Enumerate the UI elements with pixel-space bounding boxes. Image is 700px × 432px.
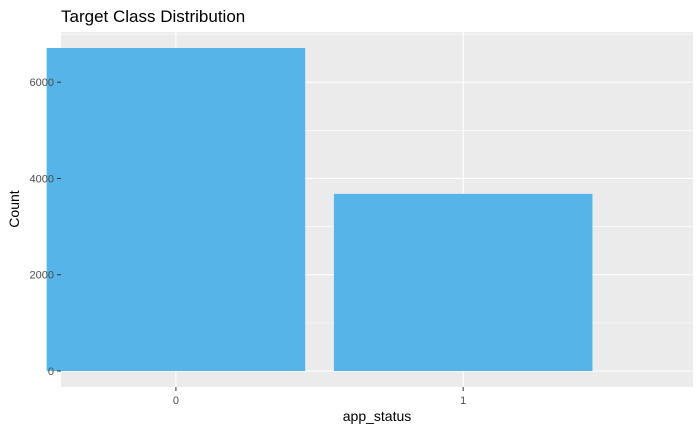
y-tick-label: 2000 xyxy=(30,270,54,282)
bar xyxy=(333,193,593,371)
x-tick-label: 1 xyxy=(460,395,466,407)
x-tick-label: 0 xyxy=(173,395,179,407)
axes: 0 2000 4000 6000 0 1 xyxy=(30,77,467,407)
chart-title: Target Class Distribution xyxy=(61,7,245,26)
bar xyxy=(46,48,306,371)
x-axis-title: app_status xyxy=(343,408,412,424)
y-tick-label: 0 xyxy=(48,366,54,378)
y-tick-label: 4000 xyxy=(30,173,54,185)
y-tick-label: 6000 xyxy=(30,77,54,89)
y-axis-title: Count xyxy=(6,190,22,227)
bars xyxy=(46,48,593,371)
